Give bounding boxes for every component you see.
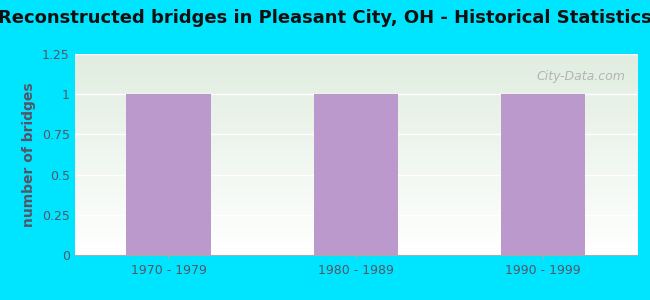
Bar <box>314 94 398 255</box>
Bar <box>126 94 211 255</box>
Y-axis label: number of bridges: number of bridges <box>22 82 36 227</box>
Text: Reconstructed bridges in Pleasant City, OH - Historical Statistics: Reconstructed bridges in Pleasant City, … <box>0 9 650 27</box>
Bar <box>501 94 586 255</box>
Text: City-Data.com: City-Data.com <box>537 70 626 83</box>
